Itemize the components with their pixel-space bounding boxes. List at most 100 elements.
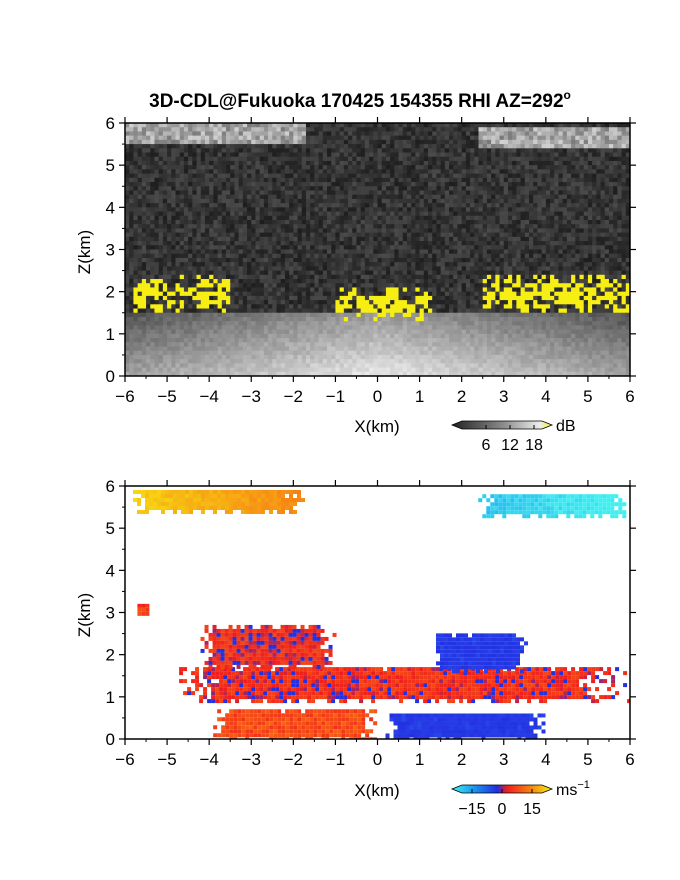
backscatter-cell: [146, 190, 151, 196]
backscatter-cell: [436, 173, 442, 179]
backscatter-cell: [175, 173, 181, 179]
backscatter-cell: [263, 215, 269, 221]
backscatter-cell: [322, 270, 328, 276]
backscatter-cell: [289, 236, 294, 242]
backscatter-cell: [226, 123, 231, 128]
backscatter-cell: [608, 245, 614, 251]
backscatter-cell: [204, 207, 210, 213]
backscatter-cell: [251, 127, 257, 133]
backscatter-cell: [154, 156, 160, 162]
backscatter-cell: [200, 177, 206, 183]
backscatter-cell: [482, 236, 488, 242]
backscatter-cell: [432, 139, 438, 145]
backscatter-cell: [301, 148, 307, 154]
backscatter-cell: [352, 279, 358, 284]
backscatter-cell: [423, 219, 429, 225]
backscatter-cell: [608, 207, 614, 213]
backscatter-cell: [461, 262, 467, 267]
backscatter-cell: [385, 190, 391, 196]
backscatter-cell: [596, 148, 602, 154]
backscatter-cell: [482, 262, 488, 267]
backscatter-cell: [204, 291, 210, 297]
backscatter-cell: [537, 270, 543, 276]
backscatter-cell: [575, 249, 581, 255]
backscatter-cell: [272, 177, 278, 183]
backscatter-cell: [482, 224, 488, 230]
backscatter-cell: [259, 228, 265, 234]
backscatter-cell: [613, 173, 618, 179]
backscatter-cell: [516, 262, 522, 267]
backscatter-cell: [276, 228, 282, 234]
backscatter-cell: [183, 291, 189, 297]
backscatter-cell: [457, 127, 463, 133]
backscatter-cell: [579, 287, 585, 293]
backscatter-cell: [550, 203, 555, 208]
backscatter-cell: [428, 274, 433, 280]
backscatter-cell: [562, 148, 568, 154]
backscatter-cell: [196, 207, 202, 213]
backscatter-cell: [175, 127, 181, 133]
backscatter-cell: [566, 152, 572, 158]
backscatter-cell: [183, 203, 189, 208]
backscatter-cell: [575, 215, 581, 221]
backscatter-cell: [162, 262, 168, 267]
backscatter-cell: [137, 182, 143, 187]
backscatter-cell: [406, 257, 412, 263]
backscatter-cell: [175, 232, 181, 238]
backscatter-cell: [310, 144, 315, 149]
backscatter-cell: [167, 279, 172, 284]
backscatter-cell: [162, 173, 168, 179]
backscatter-cell: [373, 215, 379, 221]
backscatter-cell: [478, 127, 484, 133]
backscatter-cell: [566, 165, 572, 170]
backscatter-cell: [537, 253, 543, 259]
backscatter-cell: [129, 156, 135, 162]
backscatter-cell: [617, 207, 623, 213]
backscatter-cell: [566, 215, 572, 221]
backscatter-cell: [348, 262, 353, 267]
backscatter-cell: [596, 165, 602, 170]
backscatter-cell: [310, 207, 315, 213]
backscatter-cell: [293, 131, 299, 137]
backscatter-cell: [621, 190, 627, 196]
backscatter-cell: [621, 186, 627, 192]
backscatter-cell: [217, 148, 223, 154]
backscatter-cell: [158, 190, 164, 196]
backscatter-cell: [533, 131, 539, 137]
backscatter-cell: [322, 257, 328, 263]
backscatter-cell: [550, 228, 555, 234]
backscatter-cell: [364, 135, 370, 141]
backscatter-cell: [524, 224, 530, 230]
backscatter-cell: [512, 228, 517, 234]
backscatter-cell: [428, 123, 433, 128]
backscatter-cell: [575, 186, 581, 192]
backscatter-cell: [562, 224, 568, 230]
backscatter-cell: [604, 165, 610, 170]
backscatter-cell: [377, 270, 383, 276]
backscatter-cell: [162, 190, 168, 196]
backscatter-cell: [158, 198, 164, 204]
backscatter-cell: [360, 219, 366, 225]
backscatter-cell: [470, 283, 475, 289]
backscatter-cell: [621, 224, 627, 230]
backscatter-cell: [305, 182, 311, 187]
backscatter-cell: [592, 190, 597, 196]
backscatter-cell: [545, 194, 551, 200]
backscatter-cell: [474, 173, 480, 179]
backscatter-cell: [234, 232, 240, 238]
backscatter-cell: [516, 224, 522, 230]
backscatter-cell: [209, 236, 214, 242]
backscatter-cell: [259, 144, 265, 149]
backscatter-cell: [221, 257, 227, 263]
backscatter-cell: [377, 232, 383, 238]
backscatter-cell: [204, 283, 210, 289]
backscatter-cell: [529, 245, 534, 251]
backscatter-cell: [150, 144, 156, 149]
backscatter-cell: [592, 148, 597, 154]
backscatter-cell: [167, 241, 172, 246]
backscatter-cell: [226, 139, 231, 145]
backscatter-cell: [385, 127, 391, 133]
backscatter-cell: [259, 156, 265, 162]
backscatter-cell: [558, 283, 564, 289]
backscatter-cell: [154, 236, 160, 242]
